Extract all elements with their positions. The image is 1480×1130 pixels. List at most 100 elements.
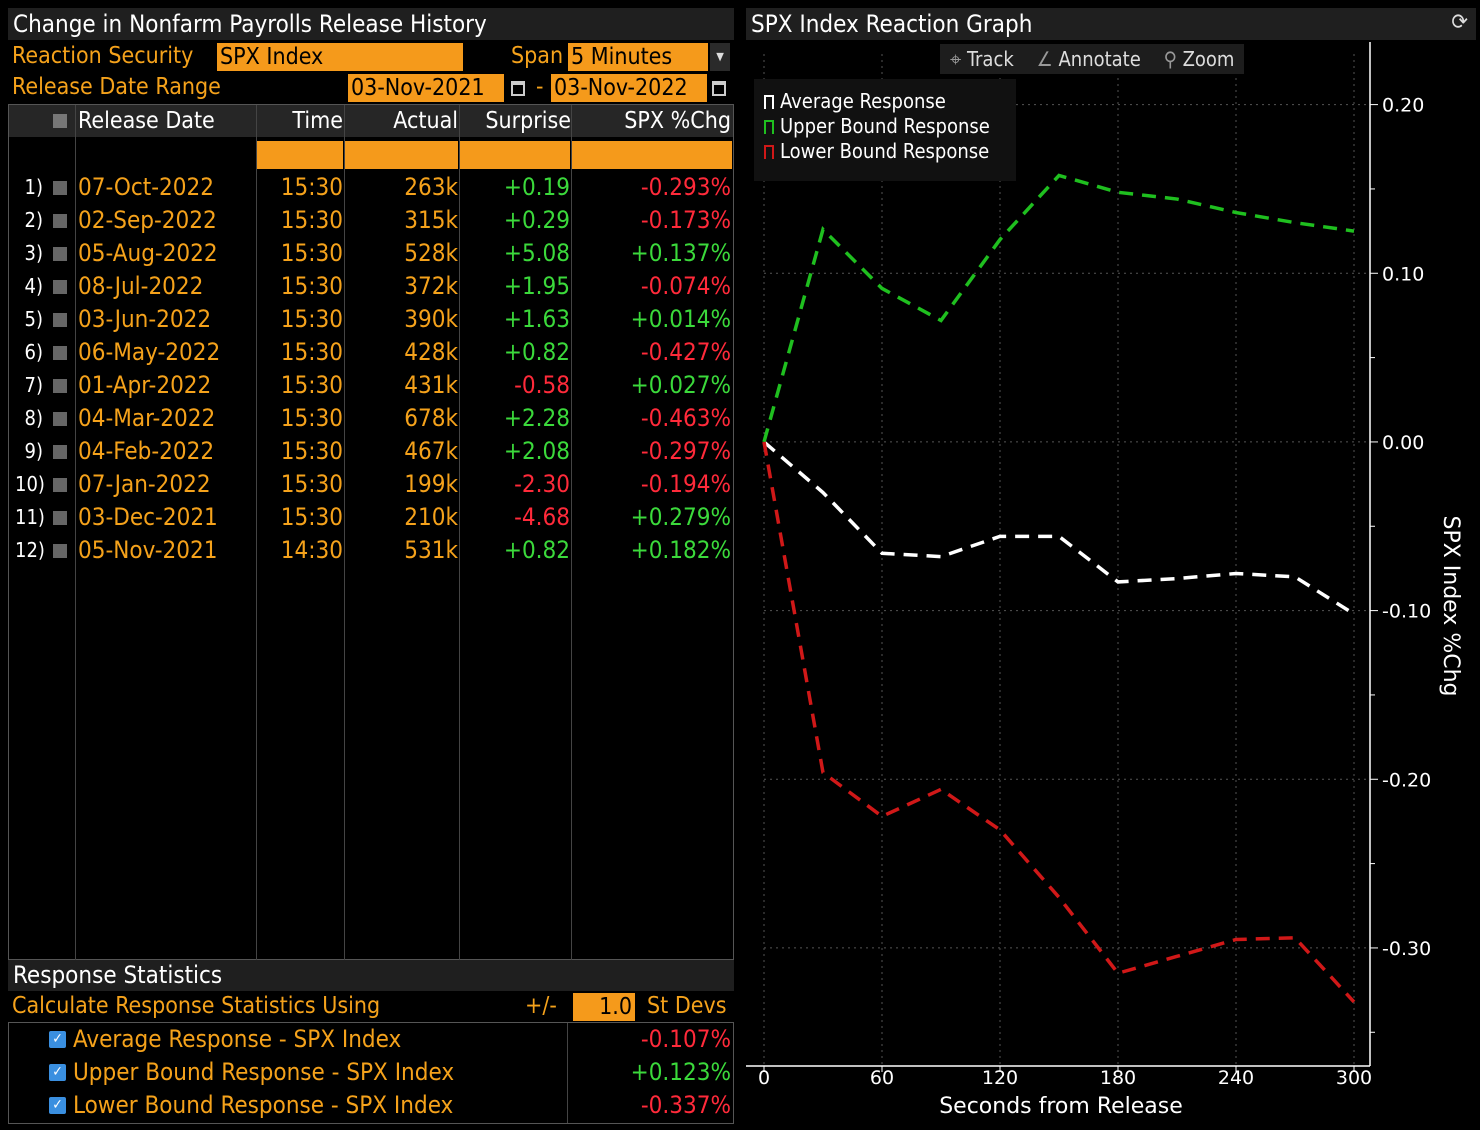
y-tick-label: 0.10 [1382,263,1424,285]
row-checkbox[interactable] [53,280,67,294]
legend-item-average[interactable]: Average Response [764,89,946,113]
actual-value: 431k [404,371,458,399]
release-date: 08-Jul-2022 [78,272,204,300]
release-time: 15:30 [280,371,343,399]
range-separator: - [536,74,544,100]
table-row[interactable]: 4) 08-Jul-2022 15:30 372k +1.95 -0.074% [9,270,733,303]
release-date: 07-Jan-2022 [78,470,211,498]
refresh-icon[interactable]: ⟳ [1451,10,1468,35]
column-header-surprise[interactable]: Surprise [485,108,571,134]
row-index: 4) [24,274,43,298]
table-row[interactable]: 12) 05-Nov-2021 14:30 531k +0.82 +0.182% [9,534,733,567]
filter-spx-chg[interactable] [572,141,732,169]
table-row[interactable]: 5) 03-Jun-2022 15:30 390k +1.63 +0.014% [9,303,733,336]
table-row[interactable]: 7) 01-Apr-2022 15:30 431k -0.58 +0.027% [9,369,733,402]
column-header-actual[interactable]: Actual [393,108,458,134]
release-date: 07-Oct-2022 [78,173,214,201]
table-row[interactable]: 3) 05-Aug-2022 15:30 528k +5.08 +0.137% [9,237,733,270]
y-tick-label: 0.00 [1382,432,1424,454]
calc-label: Calculate Response Statistics Using [12,993,381,1019]
row-checkbox[interactable] [53,247,67,261]
table-row[interactable]: 9) 04-Feb-2022 15:30 467k +2.08 -0.297% [9,435,733,468]
y-tick-label: -0.20 [1382,769,1431,791]
annotate-button[interactable]: ∠ Annotate [1036,47,1141,71]
actual-value: 390k [404,305,458,333]
table-row[interactable]: 8) 04-Mar-2022 15:30 678k +2.28 -0.463% [9,402,733,435]
surprise-value: +0.82 [503,338,570,366]
spx-chg-value: +0.014% [630,305,731,333]
row-checkbox[interactable] [53,214,67,228]
row-checkbox[interactable] [53,412,67,426]
actual-value: 428k [404,338,458,366]
release-date: 02-Sep-2022 [78,206,217,234]
actual-value: 263k [404,173,458,201]
chevron-down-icon[interactable]: ▼ [710,43,730,71]
release-time: 14:30 [280,536,343,564]
checkbox-checked-icon[interactable]: ✓ [49,1031,66,1048]
filter-actual[interactable] [345,141,458,169]
column-header-spx-chg[interactable]: SPX %Chg [624,108,731,134]
legend-item-upper[interactable]: Upper Bound Response [764,114,990,138]
actual-value: 199k [404,470,458,498]
reaction-security-input[interactable]: SPX Index [217,43,463,71]
release-time: 15:30 [280,305,343,333]
spx-chg-value: -0.194% [640,470,731,498]
pencil-icon: ∠ [1036,47,1053,71]
table-row[interactable]: 10) 07-Jan-2022 15:30 199k -2.30 -0.194% [9,468,733,501]
row-checkbox[interactable] [53,511,67,525]
stats-label: Average Response - SPX Index [73,1025,402,1053]
calendar-icon[interactable] [712,81,726,96]
zoom-button[interactable]: ⚲ Zoom [1163,47,1235,71]
release-date: 01-Apr-2022 [78,371,212,399]
filter-time[interactable] [257,141,343,169]
row-checkbox[interactable] [53,313,67,327]
table-row[interactable]: 2) 02-Sep-2022 15:30 315k +0.29 -0.173% [9,204,733,237]
row-checkbox[interactable] [53,379,67,393]
stats-row-lower: ✓ Lower Bound Response - SPX Index -0.33… [9,1089,733,1122]
legend-item-lower[interactable]: Lower Bound Response [764,139,989,163]
span-select[interactable]: 5 Minutes [568,43,708,71]
chart-legend: Average Response Upper Bound Response Lo… [754,79,1016,181]
release-time: 15:30 [280,470,343,498]
x-tick-label: 180 [1100,1067,1136,1089]
release-time: 15:30 [280,173,343,201]
spx-chg-value: +0.182% [630,536,731,564]
row-index: 7) [24,373,43,397]
row-checkbox[interactable] [53,445,67,459]
reaction-graph-panel: SPX Index Reaction Graph ⟳ 0 60 120 180 240 3… [746,8,1476,1124]
release-date: 05-Aug-2022 [78,239,218,267]
row-checkbox[interactable] [53,478,67,492]
stdev-label: St Devs [647,993,727,1019]
release-time: 15:30 [280,404,343,432]
surprise-value: -4.68 [514,503,570,531]
row-checkbox[interactable] [53,181,67,195]
row-checkbox[interactable] [53,544,67,558]
stats-value: -0.107% [640,1025,731,1053]
track-button[interactable]: ⌖ Track [950,47,1014,71]
range-start-input[interactable]: 03-Nov-2021 [348,74,504,102]
row-checkbox[interactable] [53,346,67,360]
stats-label: Lower Bound Response - SPX Index [73,1091,454,1119]
spx-chg-value: +0.027% [630,371,731,399]
select-all-checkbox[interactable] [53,114,67,128]
actual-value: 531k [404,536,458,564]
calendar-icon[interactable] [511,81,525,96]
y-tick-label: -0.10 [1382,601,1431,623]
actual-value: 467k [404,437,458,465]
spx-chg-value: -0.074% [640,272,731,300]
stats-label: Upper Bound Response - SPX Index [73,1058,455,1086]
column-header-time[interactable]: Time [292,108,343,134]
table-row[interactable]: 11) 03-Dec-2021 15:30 210k -4.68 +0.279% [9,501,733,534]
release-date: 03-Jun-2022 [78,305,212,333]
spx-chg-value: +0.279% [630,503,731,531]
row-index: 11) [15,505,45,529]
checkbox-checked-icon[interactable]: ✓ [49,1097,66,1114]
stdev-input[interactable]: 1.0 [573,993,635,1021]
range-end-input[interactable]: 03-Nov-2022 [551,74,707,102]
surprise-value: -0.58 [514,371,570,399]
table-row[interactable]: 6) 06-May-2022 15:30 428k +0.82 -0.427% [9,336,733,369]
filter-surprise[interactable] [460,141,570,169]
column-header-release-date[interactable]: Release Date [78,108,215,134]
checkbox-checked-icon[interactable]: ✓ [49,1064,66,1081]
table-row[interactable]: 1) 07-Oct-2022 15:30 263k +0.19 -0.293% [9,171,733,204]
